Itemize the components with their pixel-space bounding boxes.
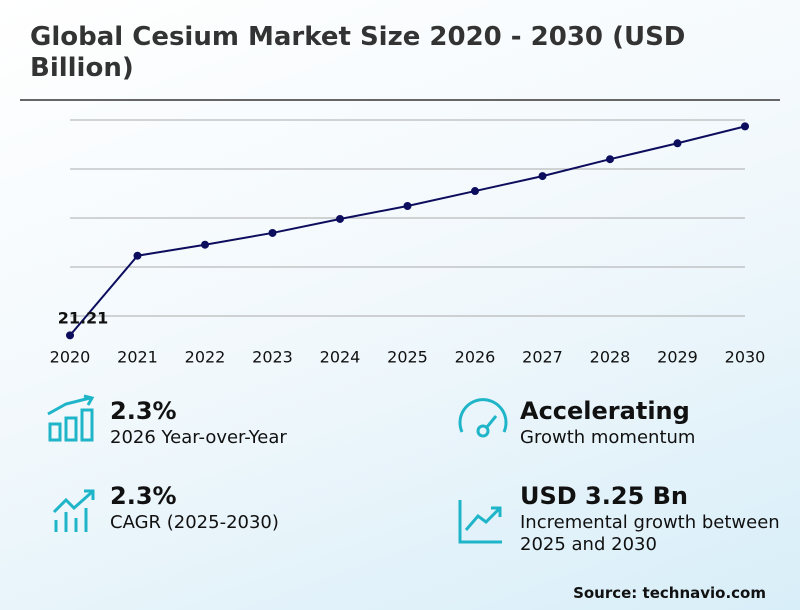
point <box>606 155 614 164</box>
chart-title: Global Cesium Market Size 2020 - 2030 (U… <box>30 22 686 83</box>
point <box>403 201 412 210</box>
x-tick-label: 2030 <box>725 348 766 367</box>
stat: USD 3.25 Bn Incremental growth between 2… <box>520 482 780 556</box>
cagr-icon <box>52 489 95 532</box>
stat-label: Growth momentum <box>520 427 696 448</box>
x-tick-label: 2022 <box>185 348 226 367</box>
point <box>133 251 142 260</box>
point <box>268 228 277 237</box>
x-tick-label: 2029 <box>657 348 698 367</box>
stat: Accelerating Growth momentum <box>520 397 695 449</box>
point <box>201 240 209 249</box>
x-tick-label: 2020 <box>50 348 91 367</box>
trend-icon <box>458 500 502 544</box>
x-tick-label: 2026 <box>455 348 496 367</box>
point <box>66 331 74 340</box>
bar-growth-icon <box>47 394 95 442</box>
stat-value: Accelerating <box>520 397 690 425</box>
gauge-icon <box>458 398 508 438</box>
source: Source: technavio.com <box>573 584 766 602</box>
data-label: 21.21 <box>58 309 109 328</box>
stat-value: 2.3% <box>110 482 177 510</box>
stat-label: 2026 Year-over-Year <box>110 427 287 448</box>
x-tick-label: 2027 <box>522 348 563 367</box>
stat-label: CAGR (2025-2030) <box>110 512 279 533</box>
x-tick-label: 2025 <box>387 348 428 367</box>
x-tick-label: 2028 <box>590 348 631 367</box>
divider <box>20 99 780 101</box>
x-tick-label: 2023 <box>252 348 293 367</box>
stat-value: 2.3% <box>110 397 177 425</box>
point <box>741 122 749 131</box>
x-tick-label: 2024 <box>320 348 361 367</box>
stat: 2.3% 2026 Year-over-Year <box>110 397 287 449</box>
point <box>336 214 344 223</box>
point <box>538 172 547 181</box>
line <box>69 125 746 337</box>
x-tick-label: 2021 <box>117 348 158 367</box>
stat-value: USD 3.25 Bn <box>520 482 688 510</box>
point <box>471 187 479 196</box>
stat: 2.3% CAGR (2025-2030) <box>110 482 279 534</box>
point <box>673 139 682 148</box>
stat-label: Incremental growth between 2025 and 2030 <box>520 512 780 555</box>
icons <box>47 394 508 544</box>
